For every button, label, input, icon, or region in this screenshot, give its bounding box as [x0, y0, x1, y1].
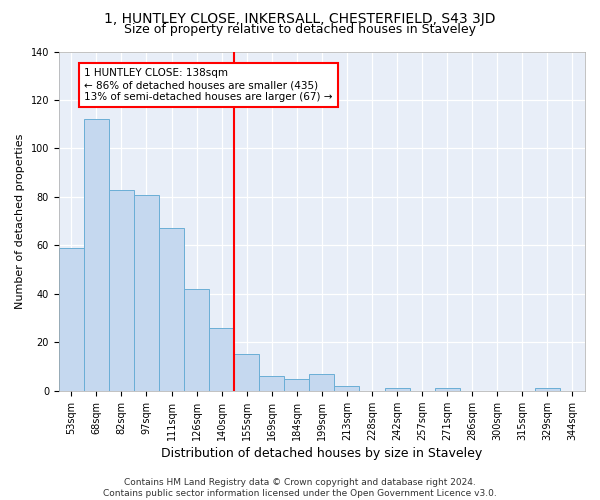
- Bar: [234, 354, 259, 391]
- Bar: [184, 289, 209, 391]
- Bar: [434, 388, 460, 391]
- Bar: [84, 120, 109, 391]
- Bar: [59, 248, 84, 391]
- Bar: [284, 378, 310, 391]
- Bar: [535, 388, 560, 391]
- Text: Contains HM Land Registry data © Crown copyright and database right 2024.
Contai: Contains HM Land Registry data © Crown c…: [103, 478, 497, 498]
- Bar: [209, 328, 234, 391]
- Bar: [310, 374, 334, 391]
- Text: 1, HUNTLEY CLOSE, INKERSALL, CHESTERFIELD, S43 3JD: 1, HUNTLEY CLOSE, INKERSALL, CHESTERFIEL…: [104, 12, 496, 26]
- Bar: [159, 228, 184, 391]
- Text: Size of property relative to detached houses in Staveley: Size of property relative to detached ho…: [124, 22, 476, 36]
- Bar: [134, 194, 159, 391]
- Text: 1 HUNTLEY CLOSE: 138sqm
← 86% of detached houses are smaller (435)
13% of semi-d: 1 HUNTLEY CLOSE: 138sqm ← 86% of detache…: [84, 68, 332, 102]
- Y-axis label: Number of detached properties: Number of detached properties: [15, 134, 25, 309]
- X-axis label: Distribution of detached houses by size in Staveley: Distribution of detached houses by size …: [161, 447, 482, 460]
- Bar: [109, 190, 134, 391]
- Bar: [385, 388, 410, 391]
- Bar: [334, 386, 359, 391]
- Bar: [259, 376, 284, 391]
